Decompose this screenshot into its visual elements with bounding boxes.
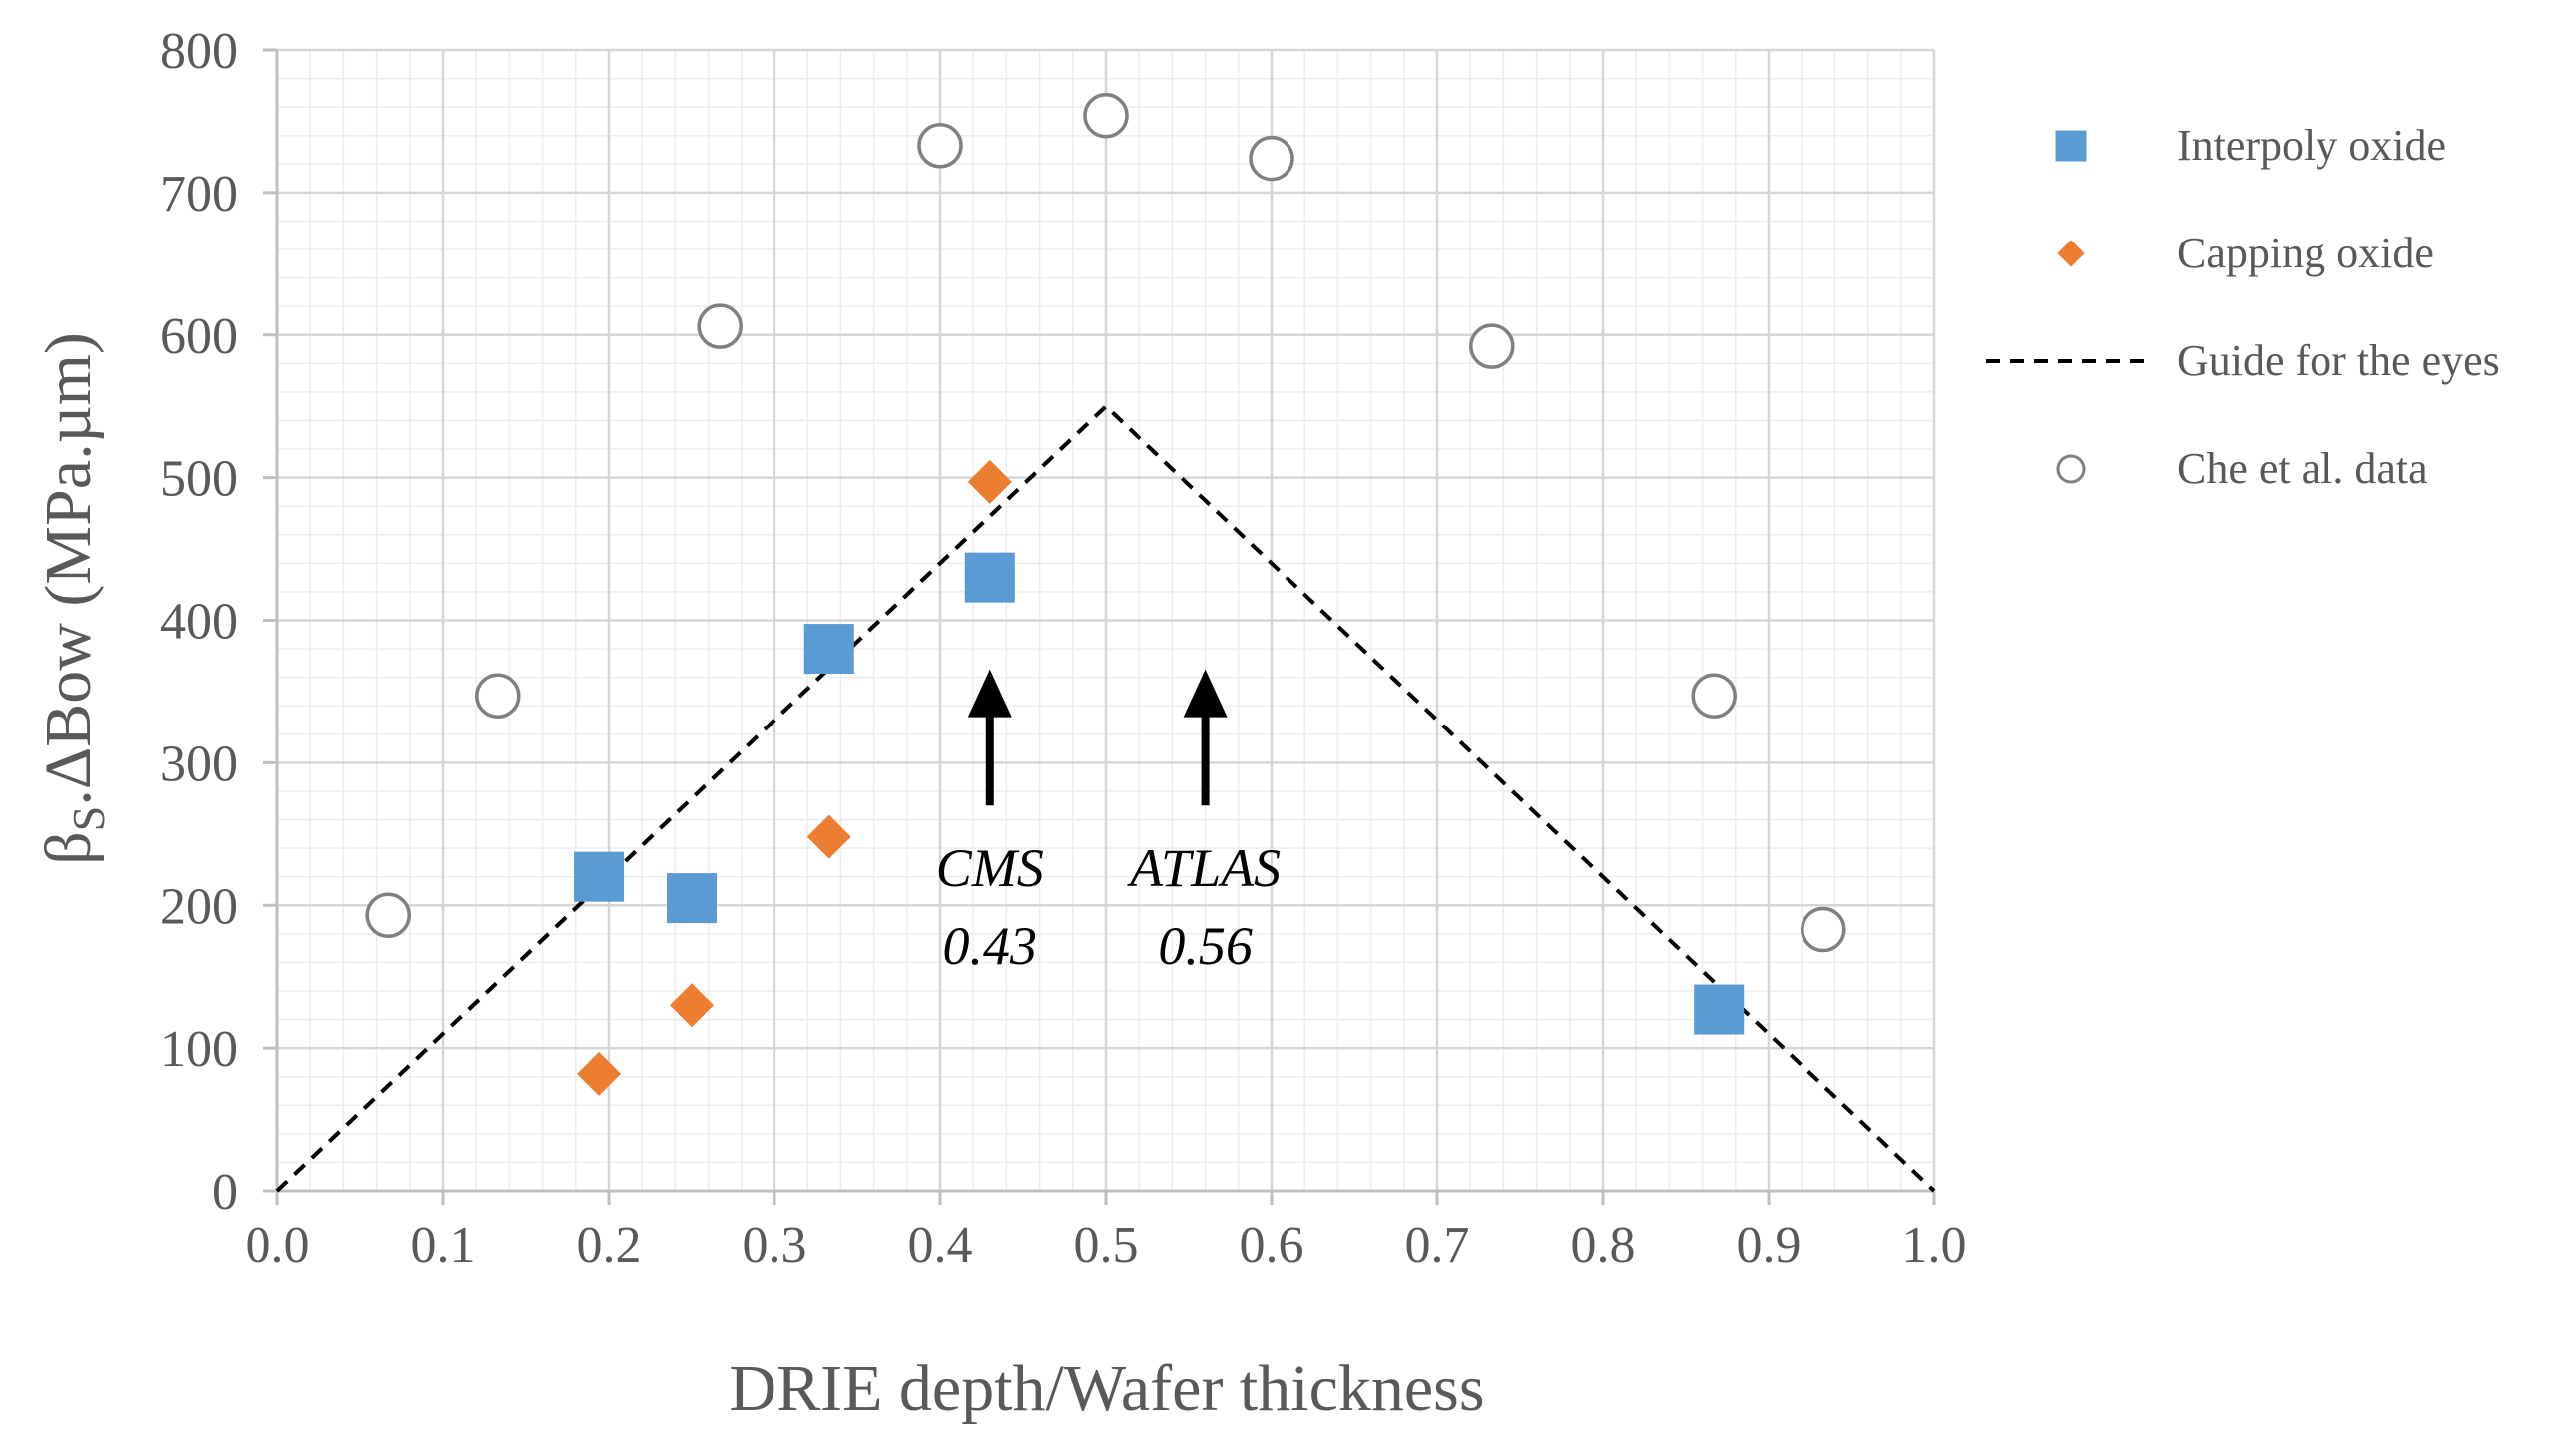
che-et-al-data-point	[1249, 135, 1294, 182]
x-tick-label: 0.4	[908, 1217, 973, 1274]
y-tick-label: 200	[160, 878, 238, 935]
data-points	[365, 92, 1846, 1096]
x-tick-label: 0.9	[1737, 1217, 1802, 1274]
che-et-al-data-point	[1469, 323, 1515, 369]
legend-che-et-al-data-label: Che et al. data	[2177, 444, 2428, 493]
cms-value-label: 0.43	[943, 916, 1038, 976]
y-tick-label: 800	[160, 23, 238, 80]
legend-capping-oxide-symbol	[2057, 240, 2085, 267]
grid	[275, 48, 1936, 1193]
tick-labels: 0.0 0.1 0.2 0.3 0.4 0.5 0.6 0.7 0.8 0.9 1.0 0 100 200…	[160, 23, 1967, 1274]
y-tick-label: 400	[160, 594, 238, 651]
interpoly-oxide-point	[803, 624, 854, 675]
che-et-al-data-point	[365, 892, 411, 939]
y-tick-label: 100	[160, 1021, 238, 1078]
atlas-value-label: 0.56	[1158, 916, 1253, 976]
x-tick-label: 1.0	[1902, 1217, 1967, 1274]
guide-for-the-eyes-line	[275, 403, 1936, 1193]
che-et-al-data-point	[697, 303, 743, 349]
y-tick-label: 600	[160, 308, 238, 365]
capping-oxide-point	[577, 1051, 622, 1096]
che-et-al-data-point	[1083, 92, 1129, 139]
y-tick-label: 300	[160, 735, 238, 792]
che-et-al-data-point	[1691, 673, 1737, 719]
interpoly-oxide-point	[1694, 984, 1745, 1035]
interpoly-oxide-point	[574, 851, 625, 902]
legend: Interpoly oxide Capping oxide Guide for th…	[1986, 121, 2500, 493]
y-axis-title-beta: β	[32, 831, 105, 865]
x-tick-label: 0.3	[743, 1217, 807, 1274]
x-tick-label: 0.8	[1571, 1217, 1636, 1274]
interpoly-oxide-point	[964, 552, 1015, 603]
x-tick-label: 0.7	[1405, 1217, 1470, 1274]
legend-capping-oxide-label: Capping oxide	[2177, 229, 2434, 277]
x-tick-label: 0.6	[1240, 1217, 1304, 1274]
che-et-al-data-point	[1801, 906, 1846, 953]
axes	[263, 48, 1936, 1205]
y-axis-title-subscript: S	[63, 806, 114, 832]
x-axis-title: DRIE depth/Wafer thickness	[729, 1352, 1484, 1425]
cms-arrow-head	[967, 669, 1012, 718]
x-tick-label: 0.1	[411, 1217, 476, 1274]
capping-oxide-point	[967, 459, 1012, 504]
che-et-al-data-point	[917, 122, 963, 169]
y-tick-label: 700	[160, 166, 238, 223]
annotations: CMS 0.43 ATLAS 0.56	[936, 669, 1281, 976]
capping-oxide-point	[806, 814, 851, 859]
y-tick-label: 500	[160, 451, 238, 508]
legend-interpoly-oxide-label: Interpoly oxide	[2177, 121, 2446, 170]
legend-che-et-al-data-symbol	[2056, 454, 2086, 484]
guide-line-layer	[275, 403, 1936, 1193]
capping-oxide-point	[670, 983, 714, 1028]
atlas-arrow-head	[1183, 669, 1228, 718]
x-tick-label: 0.0	[246, 1217, 310, 1274]
y-axis-title-rest: .ΔBow (MPa.µm)	[32, 332, 105, 806]
y-axis-title: βS.ΔBow (MPa.µm)	[32, 332, 114, 865]
x-tick-label: 0.2	[577, 1217, 642, 1274]
legend-guide-for-the-eyes-label: Guide for the eyes	[2177, 336, 2500, 385]
legend-interpoly-oxide-symbol	[2055, 130, 2087, 162]
y-tick-label: 0	[212, 1164, 238, 1220]
cms-label: CMS	[936, 838, 1044, 898]
atlas-label: ATLAS	[1127, 838, 1281, 898]
interpoly-oxide-point	[667, 873, 717, 924]
x-tick-label: 0.5	[1074, 1217, 1139, 1274]
che-et-al-data-point	[475, 673, 521, 719]
